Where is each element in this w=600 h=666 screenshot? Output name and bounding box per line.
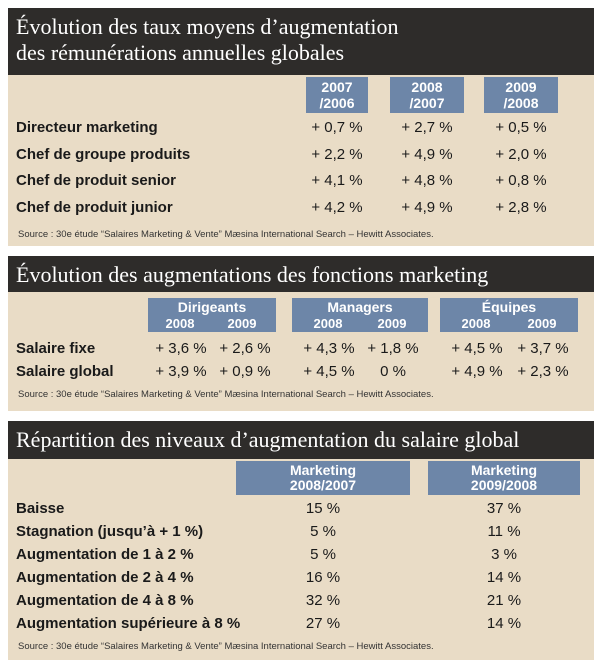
row-label: Salaire global: [16, 363, 114, 380]
row-label: Salaire fixe: [16, 340, 96, 357]
table-2-group-header-equipes: Équipes 2008 2009: [440, 298, 578, 332]
table-2-group-header-managers: Managers 2008 2009: [292, 298, 428, 332]
table-cell: + 2,6 %: [219, 340, 271, 357]
table-cell: + 4,5 %: [451, 340, 503, 357]
table-1-title: Évolution des taux moyens d’augmentation…: [8, 8, 594, 75]
table-cell: + 4,1 %: [311, 172, 363, 189]
table-cell: 16 %: [305, 569, 341, 586]
table-cell: 14 %: [486, 569, 522, 586]
table-2-panel: Évolution des augmentations des fonction…: [8, 256, 594, 411]
table-cell: + 1,8 %: [367, 340, 419, 357]
table-cell: + 4,2 %: [311, 199, 363, 216]
table-cell: + 2,0 %: [495, 146, 547, 163]
table-2-group-header-dirigeants: Dirigeants 2008 2009: [148, 298, 276, 332]
table-1-col-header-2: 2008 /2007: [390, 77, 464, 113]
table-cell: 0 %: [380, 363, 406, 380]
table-3-col-header-1: Marketing 2008/2007: [236, 461, 410, 495]
table-cell: + 0,8 %: [495, 172, 547, 189]
table-cell: + 4,8 %: [401, 172, 453, 189]
table-cell: + 2,3 %: [517, 363, 569, 380]
table-cell: + 0,9 %: [219, 363, 271, 380]
row-label: Chef de produit senior: [16, 172, 177, 189]
table-1-panel: Évolution des taux moyens d’augmentation…: [8, 8, 594, 246]
table-cell: 5 %: [310, 546, 336, 563]
table-cell: 11 %: [487, 523, 521, 540]
group-year: 2009: [227, 316, 257, 331]
row-label: Augmentation de 2 à 4 %: [16, 569, 194, 586]
table-cell: 15 %: [305, 500, 341, 517]
table-cell: + 4,9 %: [401, 146, 453, 163]
table-cell: + 3,7 %: [517, 340, 569, 357]
group-name: Équipes: [481, 299, 537, 315]
row-label: Augmentation de 4 à 8 %: [16, 592, 194, 609]
table-cell: + 0,7 %: [311, 119, 363, 136]
table-1-title-line-2: des rémunérations annuelles globales: [16, 40, 345, 65]
table-1-col-header-3: 2009 /2008: [484, 77, 558, 113]
table-cell: + 2,2 %: [311, 146, 363, 163]
group-year: 2008: [165, 316, 195, 331]
group-year: 2008: [461, 316, 491, 331]
group-name: Dirigeants: [177, 299, 247, 315]
table-cell: + 0,5 %: [495, 119, 547, 136]
table-1-source-note: Source : 30e étude “Salaires Marketing &…: [18, 229, 434, 240]
row-label: Augmentation de 1 à 2 %: [16, 546, 194, 563]
table-1-title-line-1: Évolution des taux moyens d’augmentation: [16, 14, 399, 39]
table-cell: 32 %: [305, 592, 341, 609]
table-cell: + 3,6 %: [155, 340, 207, 357]
table-2-title: Évolution des augmentations des fonction…: [8, 256, 594, 292]
row-label: Stagnation (jusqu’à + 1 %): [16, 523, 204, 540]
table-cell: + 4,5 %: [303, 363, 355, 380]
table-3-col-header-2: Marketing 2009/2008: [428, 461, 580, 495]
group-year: 2008: [313, 316, 343, 331]
table-cell: + 3,9 %: [155, 363, 207, 380]
table-cell: + 4,9 %: [451, 363, 503, 380]
table-3-panel: Répartition des niveaux d’augmentation d…: [8, 421, 594, 660]
table-cell: 5 %: [310, 523, 336, 540]
group-name: Managers: [327, 299, 393, 315]
table-cell: 37 %: [486, 500, 522, 517]
table-cell: + 2,8 %: [495, 199, 547, 216]
table-2-source-note: Source : 30e étude “Salaires Marketing &…: [18, 389, 434, 400]
row-label: Chef de groupe produits: [16, 146, 191, 163]
table-cell: 21 %: [486, 592, 522, 609]
table-cell: 14 %: [486, 615, 522, 632]
row-label: Augmentation supérieure à 8 %: [16, 615, 241, 632]
row-label: Directeur marketing: [16, 119, 158, 136]
table-cell: 27 %: [305, 615, 341, 632]
row-label: Chef de produit junior: [16, 199, 173, 216]
table-1-col-header-1: 2007 /2006: [306, 77, 368, 113]
group-year: 2009: [377, 316, 407, 331]
table-cell: + 4,9 %: [401, 199, 453, 216]
table-cell: 3 %: [491, 546, 517, 563]
group-year: 2009: [527, 316, 557, 331]
table-cell: + 4,3 %: [303, 340, 355, 357]
table-3-title: Répartition des niveaux d’augmentation d…: [8, 421, 594, 459]
table-cell: + 2,7 %: [401, 119, 453, 136]
row-label: Baisse: [16, 500, 65, 517]
table-3-source-note: Source : 30e étude “Salaires Marketing &…: [18, 641, 434, 652]
